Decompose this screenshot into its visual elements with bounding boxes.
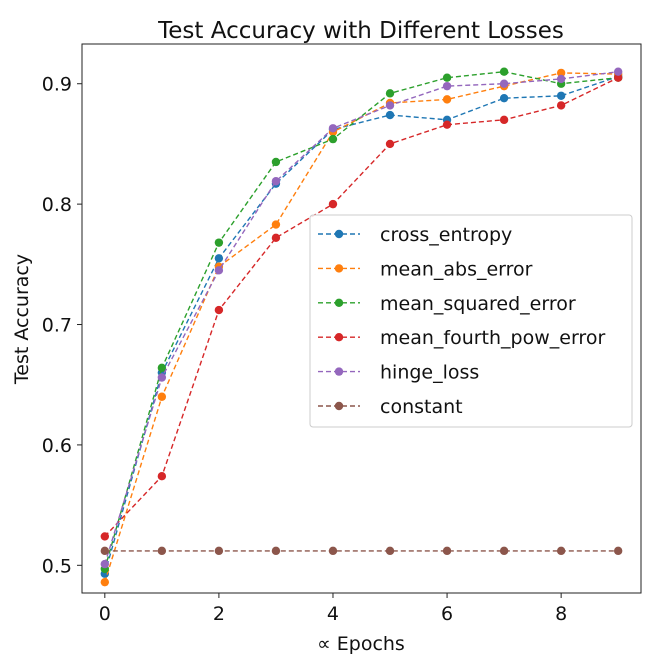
y-tick-label: 0.9	[42, 74, 72, 96]
data-point-mean-squared-error	[442, 73, 452, 82]
legend-marker	[334, 367, 344, 376]
x-axis-label: ∝ Epochs	[317, 633, 405, 655]
y-tick-label: 0.6	[42, 435, 72, 457]
series-line-hinge-loss	[104, 71, 619, 565]
y-tick-label: 0.8	[42, 194, 72, 216]
legend-item-constant: constant	[318, 396, 463, 418]
legend-label: constant	[380, 396, 463, 418]
data-point-constant	[499, 546, 509, 556]
data-point-mean-squared-error	[499, 67, 509, 76]
legend: cross_entropy mean_abs_error mean_squared_…	[309, 214, 633, 428]
data-point-constant	[271, 546, 281, 556]
x-tick-label: 8	[555, 603, 567, 625]
data-point-mean-abs-error	[442, 95, 452, 104]
data-point-cross-entropy	[385, 110, 395, 120]
series-line-cross-entropy	[104, 75, 619, 574]
series-mean-fourth-pow-error	[100, 73, 623, 541]
legend-item-mean-abs-error: mean_abs_error	[318, 258, 533, 280]
data-point-constant	[385, 546, 395, 556]
legend-marker	[334, 401, 344, 411]
x-tick-label: 6	[441, 603, 453, 625]
data-point-mean-fourth-pow-error	[442, 120, 452, 129]
data-point-mean-squared-error	[328, 134, 338, 144]
data-point-constant	[442, 546, 452, 556]
y-axis: 0.5 0.6 0.7 0.8 0.9	[42, 74, 82, 577]
data-point-mean-fourth-pow-error	[613, 73, 623, 82]
legend-box	[309, 214, 633, 428]
legend-item-mean-squared-error: mean_squared_error	[318, 293, 576, 315]
data-point-hinge-loss	[499, 79, 509, 88]
y-tick-label: 0.7	[42, 315, 72, 337]
data-point-mean-abs-error	[556, 68, 566, 78]
legend-label: hinge_loss	[380, 362, 479, 384]
data-point-constant	[556, 546, 566, 556]
data-point-mean-abs-error	[271, 220, 281, 229]
legend-label: mean_fourth_pow_error	[380, 327, 605, 349]
data-point-constant	[613, 546, 623, 556]
data-point-hinge-loss	[556, 74, 566, 84]
data-point-mean-fourth-pow-error	[157, 472, 167, 481]
data-point-mean-fourth-pow-error	[328, 199, 338, 209]
legend-item-cross-entropy: cross_entropy	[318, 224, 512, 246]
data-point-cross-entropy	[556, 91, 566, 100]
data-point-constant	[100, 546, 110, 556]
legend-label: mean_squared_error	[380, 293, 576, 315]
data-point-hinge-loss	[613, 67, 623, 76]
data-point-cross-entropy	[214, 254, 224, 263]
data-point-hinge-loss	[385, 101, 395, 110]
data-point-mean-abs-error	[100, 577, 110, 587]
data-point-mean-fourth-pow-error	[271, 233, 281, 243]
data-point-mean-squared-error	[214, 238, 224, 247]
data-point-constant	[328, 546, 338, 556]
legend-marker	[334, 229, 344, 239]
data-point-hinge-loss	[157, 373, 167, 382]
x-tick-label: 4	[327, 603, 339, 625]
data-point-mean-fourth-pow-error	[499, 115, 509, 125]
data-point-mean-fourth-pow-error	[100, 532, 110, 541]
data-point-hinge-loss	[214, 266, 224, 275]
data-point-hinge-loss	[442, 81, 452, 91]
legend-marker	[334, 333, 344, 342]
y-tick-label: 0.5	[42, 555, 72, 577]
data-point-hinge-loss	[328, 124, 338, 133]
data-point-mean-fourth-pow-error	[214, 305, 224, 315]
legend-item-hinge-loss: hinge_loss	[318, 362, 479, 384]
series-hinge-loss	[100, 67, 623, 569]
data-point-mean-squared-error	[385, 89, 395, 98]
data-point-mean-squared-error	[157, 363, 167, 373]
data-point-mean-abs-error	[157, 392, 167, 401]
data-point-hinge-loss	[271, 177, 281, 186]
legend-marker	[334, 298, 344, 307]
series-line-mean-fourth-pow-error	[104, 77, 619, 537]
y-axis-label: Test Accuracy	[11, 254, 33, 385]
data-point-hinge-loss	[100, 559, 110, 569]
data-point-constant	[157, 546, 167, 556]
data-point-mean-squared-error	[271, 157, 281, 167]
x-tick-label: 0	[99, 603, 111, 625]
data-point-mean-fourth-pow-error	[556, 101, 566, 110]
series-layer	[100, 67, 623, 587]
legend-marker	[334, 264, 344, 273]
legend-label: mean_abs_error	[380, 258, 533, 280]
legend-label: cross_entropy	[380, 224, 512, 246]
series-constant	[100, 546, 623, 556]
x-axis: 0 2 4 6 8	[99, 593, 567, 625]
chart-title: Test Accuracy with Different Losses	[157, 18, 564, 44]
x-tick-label: 2	[213, 603, 225, 625]
legend-item-mean-fourth-pow-error: mean_fourth_pow_error	[318, 327, 605, 349]
data-point-cross-entropy	[499, 93, 509, 103]
data-point-constant	[214, 546, 224, 556]
data-point-mean-fourth-pow-error	[385, 139, 395, 149]
